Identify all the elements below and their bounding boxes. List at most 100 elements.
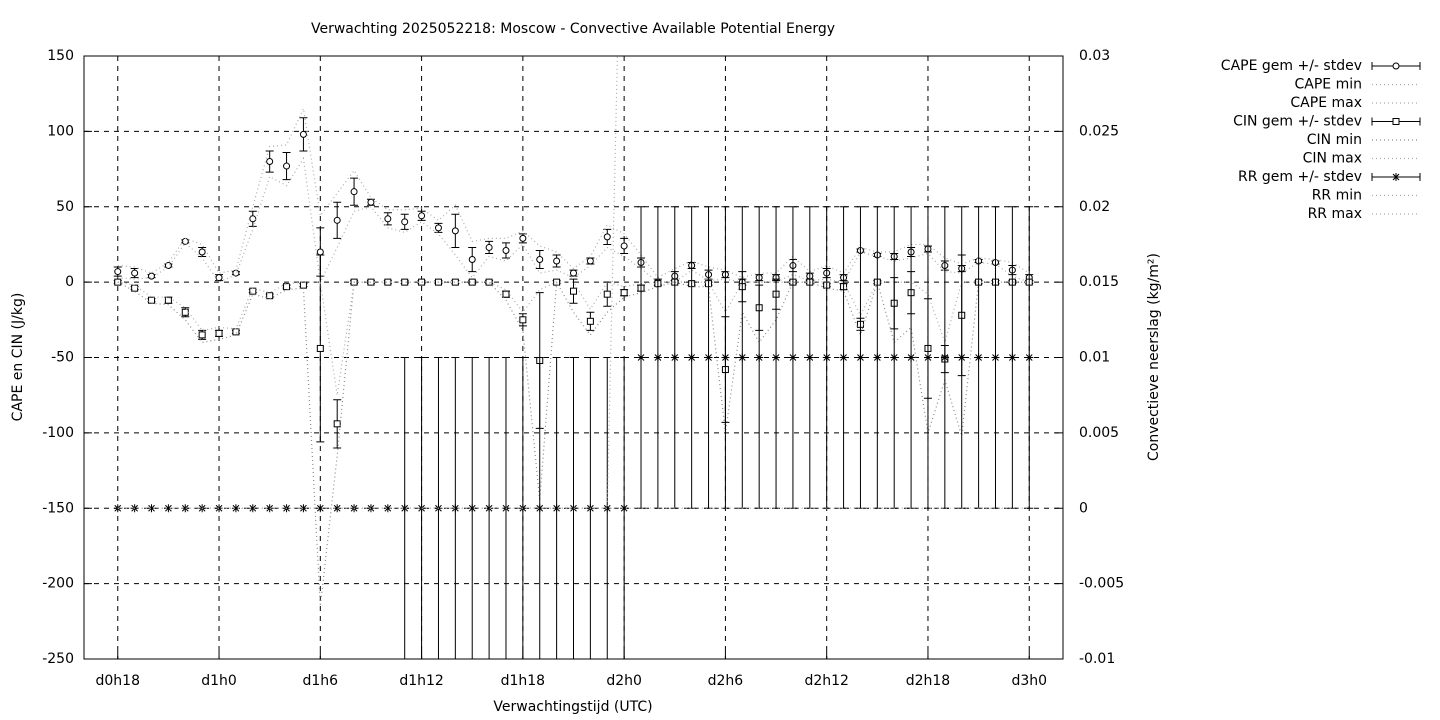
x-tick-label: d3h0 <box>1011 673 1047 689</box>
point-marker <box>856 353 865 362</box>
point-marker <box>232 269 240 277</box>
y2-tick-label: 0.005 <box>1079 425 1119 441</box>
point-marker <box>333 216 341 224</box>
y-tick-label: 100 <box>47 123 74 139</box>
point-marker <box>148 296 156 304</box>
point-marker <box>553 257 561 265</box>
y-tick-label: -50 <box>51 350 74 366</box>
y2-tick-label: 0.015 <box>1079 274 1119 290</box>
y-tick-label: -100 <box>42 425 74 441</box>
point-marker <box>822 353 831 362</box>
point-marker <box>519 234 527 242</box>
point-marker <box>1008 353 1017 362</box>
legend-label: CAPE gem +/- stdev <box>1221 58 1362 74</box>
point-marker <box>350 188 358 196</box>
y-tick-label: -250 <box>42 651 74 667</box>
point-marker <box>147 504 156 513</box>
point-marker <box>131 284 139 292</box>
y-tick-label: 0 <box>65 274 74 290</box>
point-marker <box>417 504 426 513</box>
point-marker <box>333 504 342 513</box>
point-marker <box>131 269 139 277</box>
point-marker <box>384 215 392 223</box>
x-tick-label: d1h6 <box>303 673 339 689</box>
point-marker <box>1392 118 1400 125</box>
point-marker <box>299 504 308 513</box>
point-marker <box>485 278 493 286</box>
point-marker <box>653 353 662 362</box>
point-marker <box>907 353 916 362</box>
point-marker <box>670 353 679 362</box>
point-marker <box>687 353 696 362</box>
legend-label: RR min <box>1312 188 1362 204</box>
point-marker <box>266 158 274 166</box>
point-marker <box>198 248 206 256</box>
point-marker <box>164 504 173 513</box>
point-marker <box>468 278 476 286</box>
point-marker <box>570 269 577 277</box>
point-marker <box>620 242 628 250</box>
point-marker <box>451 227 459 235</box>
point-marker <box>1025 353 1034 362</box>
point-marker <box>283 283 291 291</box>
point-marker <box>249 215 257 223</box>
point-marker <box>570 287 577 295</box>
y2-axis-label: Convectieve neerslag (kg/m²) <box>1146 253 1162 461</box>
point-marker <box>215 329 223 337</box>
point-marker <box>316 504 325 513</box>
point-marker <box>265 504 274 513</box>
point-marker <box>418 212 426 220</box>
point-marker <box>721 353 730 362</box>
point-marker <box>333 420 341 428</box>
point-marker <box>266 292 274 300</box>
legend-label: CIN max <box>1303 151 1362 167</box>
y2-tick-label: 0.01 <box>1079 350 1110 366</box>
x-axis-label: Verwachtingstijd (UTC) <box>493 699 652 715</box>
point-marker <box>536 256 544 264</box>
point-marker <box>957 353 966 362</box>
axes: -250 -200 -150 -100 -50 0 50 100 150 -0.01 -0.005 0… <box>42 48 1124 689</box>
legend-label: CAPE max <box>1290 95 1362 111</box>
y-tick-label: -200 <box>42 576 74 592</box>
plot-area <box>113 56 1034 659</box>
point-marker <box>518 504 527 513</box>
y2-tick-label: -0.005 <box>1079 576 1124 592</box>
point-marker <box>367 198 375 206</box>
point-marker <box>181 308 189 316</box>
point-marker <box>519 316 527 324</box>
x-tick-label: d1h0 <box>201 673 237 689</box>
x-tick-label: d1h18 <box>501 673 545 689</box>
point-marker <box>164 296 172 304</box>
legend-label: RR gem +/- stdev <box>1238 169 1362 185</box>
point-marker <box>974 353 983 362</box>
point-marker <box>923 353 932 362</box>
point-marker <box>299 281 307 289</box>
point-marker <box>198 331 206 339</box>
point-marker <box>940 353 949 362</box>
point-marker <box>249 287 257 295</box>
point-marker <box>316 344 324 352</box>
point-marker <box>620 504 629 513</box>
legend-label: CAPE min <box>1295 77 1363 93</box>
point-marker <box>586 317 594 325</box>
point-marker <box>1392 173 1400 181</box>
point-marker <box>400 504 409 513</box>
x-tick-label: d0h18 <box>96 673 140 689</box>
point-marker <box>873 353 882 362</box>
legend-label: CIN gem +/- stdev <box>1233 114 1362 130</box>
point-marker <box>502 246 510 254</box>
x-tick-label: d2h12 <box>804 673 848 689</box>
point-marker <box>215 504 224 513</box>
point-marker <box>299 130 307 138</box>
y2-tick-label: -0.01 <box>1079 651 1115 667</box>
point-marker <box>283 162 291 170</box>
y2-tick-label: 0 <box>1079 500 1088 516</box>
y-tick-label: 50 <box>56 199 74 215</box>
point-marker <box>603 290 611 298</box>
point-marker <box>468 256 476 264</box>
point-marker <box>839 353 848 362</box>
point-marker <box>366 504 375 513</box>
point-marker <box>401 278 409 286</box>
point-marker <box>620 289 628 297</box>
